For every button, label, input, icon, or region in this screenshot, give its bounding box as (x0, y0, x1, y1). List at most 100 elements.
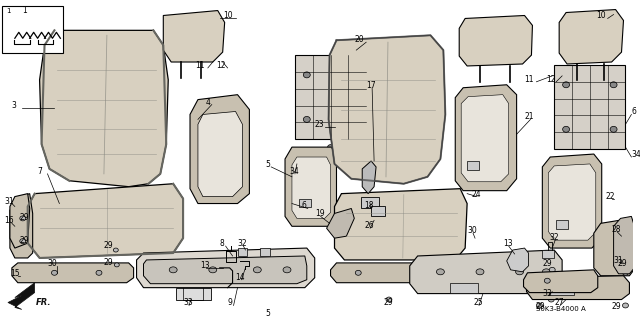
Text: 32: 32 (237, 239, 247, 248)
Text: 20: 20 (355, 35, 364, 44)
Polygon shape (10, 194, 33, 258)
Polygon shape (507, 248, 529, 272)
Polygon shape (190, 95, 250, 204)
Bar (361, 197, 379, 209)
Text: 6: 6 (632, 108, 636, 116)
Polygon shape (559, 10, 623, 64)
Text: FR.: FR. (36, 298, 51, 307)
Bar (554, 65, 625, 149)
Bar (299, 199, 311, 207)
Text: 29: 29 (20, 236, 29, 245)
Polygon shape (524, 270, 598, 293)
Text: 29: 29 (20, 213, 29, 222)
Ellipse shape (610, 126, 617, 132)
Polygon shape (328, 35, 445, 184)
Text: 8: 8 (220, 239, 225, 248)
Text: 29: 29 (383, 299, 392, 308)
Text: 10: 10 (223, 11, 234, 20)
Text: 3: 3 (12, 100, 17, 109)
Bar (2, 6, 63, 53)
Ellipse shape (542, 269, 550, 275)
Ellipse shape (20, 239, 26, 244)
Text: 31: 31 (614, 256, 623, 265)
Bar (176, 288, 211, 300)
Ellipse shape (351, 72, 358, 78)
Bar (467, 161, 479, 170)
Text: 29: 29 (104, 241, 113, 250)
Polygon shape (330, 263, 460, 283)
Text: 29: 29 (542, 259, 552, 268)
Ellipse shape (424, 270, 431, 275)
Ellipse shape (549, 267, 556, 272)
Ellipse shape (516, 269, 524, 275)
Ellipse shape (283, 267, 291, 273)
Ellipse shape (113, 248, 118, 252)
Bar (295, 55, 366, 139)
Ellipse shape (476, 269, 484, 275)
Ellipse shape (563, 126, 570, 132)
Text: 28: 28 (612, 225, 621, 234)
Text: 21: 21 (525, 112, 534, 122)
Text: 24: 24 (471, 189, 481, 199)
Text: 22: 22 (605, 192, 615, 201)
Text: 30: 30 (467, 226, 477, 235)
Ellipse shape (303, 72, 310, 78)
Polygon shape (285, 147, 337, 226)
Polygon shape (527, 276, 629, 300)
Text: 25: 25 (473, 299, 483, 308)
Text: 5: 5 (265, 160, 270, 169)
Ellipse shape (587, 154, 593, 160)
Bar (237, 248, 248, 256)
Polygon shape (292, 157, 330, 219)
Ellipse shape (96, 270, 102, 275)
Polygon shape (410, 250, 562, 293)
Text: 13: 13 (503, 239, 513, 248)
Text: 5: 5 (265, 309, 270, 318)
Text: 7: 7 (38, 167, 42, 176)
Text: 10: 10 (596, 11, 605, 20)
Text: 11: 11 (195, 61, 204, 70)
Ellipse shape (209, 267, 217, 273)
Text: 29: 29 (612, 302, 621, 311)
Text: 6: 6 (302, 202, 307, 211)
Ellipse shape (386, 297, 392, 302)
Bar (451, 283, 478, 293)
Polygon shape (548, 164, 596, 240)
Text: 1: 1 (22, 5, 26, 15)
Ellipse shape (115, 263, 119, 267)
Text: 27: 27 (554, 299, 564, 308)
Text: 34: 34 (289, 167, 299, 176)
Text: 4: 4 (206, 98, 211, 107)
Text: 9: 9 (228, 299, 232, 308)
Ellipse shape (610, 82, 617, 88)
Text: 17: 17 (366, 81, 376, 90)
Text: 23: 23 (315, 120, 324, 129)
Ellipse shape (51, 270, 58, 275)
Text: 11: 11 (525, 75, 534, 84)
Text: 1: 1 (6, 8, 10, 13)
Text: 31: 31 (4, 197, 13, 205)
Ellipse shape (544, 278, 550, 283)
Text: 26: 26 (364, 221, 374, 230)
Ellipse shape (351, 116, 358, 122)
Ellipse shape (328, 145, 333, 150)
Polygon shape (10, 194, 29, 248)
Polygon shape (594, 219, 636, 276)
Polygon shape (460, 16, 532, 66)
Bar (549, 286, 574, 294)
Polygon shape (12, 263, 134, 283)
Polygon shape (143, 256, 307, 284)
Ellipse shape (355, 270, 361, 275)
Text: 33: 33 (183, 299, 193, 308)
Polygon shape (362, 161, 376, 194)
Ellipse shape (169, 267, 177, 273)
Text: 14: 14 (236, 273, 245, 282)
Bar (542, 250, 554, 258)
Text: 16: 16 (4, 216, 13, 225)
Ellipse shape (303, 116, 310, 122)
Polygon shape (614, 216, 634, 274)
Polygon shape (8, 283, 35, 309)
Text: 12: 12 (216, 61, 225, 70)
Ellipse shape (436, 269, 444, 275)
Polygon shape (461, 95, 509, 182)
